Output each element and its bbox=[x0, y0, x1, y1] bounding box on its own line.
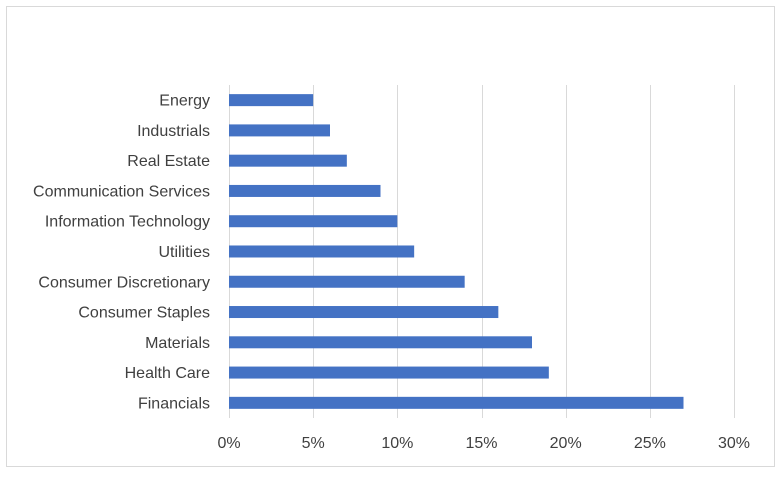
y-category-label: Utilities bbox=[158, 244, 210, 261]
category-axis-labels: Energy Industrials Real Estate Communicatio… bbox=[33, 93, 210, 413]
bar bbox=[229, 184, 381, 197]
x-tick-label: 30% bbox=[718, 435, 750, 452]
bars bbox=[229, 94, 684, 409]
x-tick-label: 0% bbox=[217, 435, 240, 452]
chart-frame bbox=[6, 6, 775, 467]
y-category-label: Health Care bbox=[125, 365, 210, 382]
y-category-label: Information Technology bbox=[45, 214, 210, 231]
y-category-label: Materials bbox=[145, 335, 210, 352]
gridlines bbox=[229, 85, 735, 418]
y-category-label: Energy bbox=[159, 93, 210, 110]
bar bbox=[229, 396, 684, 409]
bar bbox=[229, 94, 314, 107]
y-category-label: Real Estate bbox=[127, 153, 210, 170]
x-tick-label: 15% bbox=[465, 435, 497, 452]
value-axis-labels: 0% 5% 10% 15% 20% 25% 30% bbox=[217, 435, 750, 452]
y-category-label: Consumer Discretionary bbox=[38, 274, 210, 291]
y-category-label: Financials bbox=[138, 395, 210, 412]
bar bbox=[229, 336, 532, 349]
bar bbox=[229, 366, 549, 379]
bar bbox=[229, 275, 465, 288]
bar bbox=[229, 154, 347, 167]
x-tick-label: 25% bbox=[634, 435, 666, 452]
bar bbox=[229, 124, 330, 137]
x-tick-label: 10% bbox=[381, 435, 413, 452]
x-tick-label: 5% bbox=[302, 435, 325, 452]
bar bbox=[229, 245, 415, 258]
y-category-label: Industrials bbox=[137, 123, 210, 140]
bar bbox=[229, 306, 499, 319]
y-category-label: Communication Services bbox=[33, 183, 210, 200]
y-category-label: Consumer Staples bbox=[78, 305, 210, 322]
x-tick-label: 20% bbox=[550, 435, 582, 452]
bar bbox=[229, 215, 398, 228]
